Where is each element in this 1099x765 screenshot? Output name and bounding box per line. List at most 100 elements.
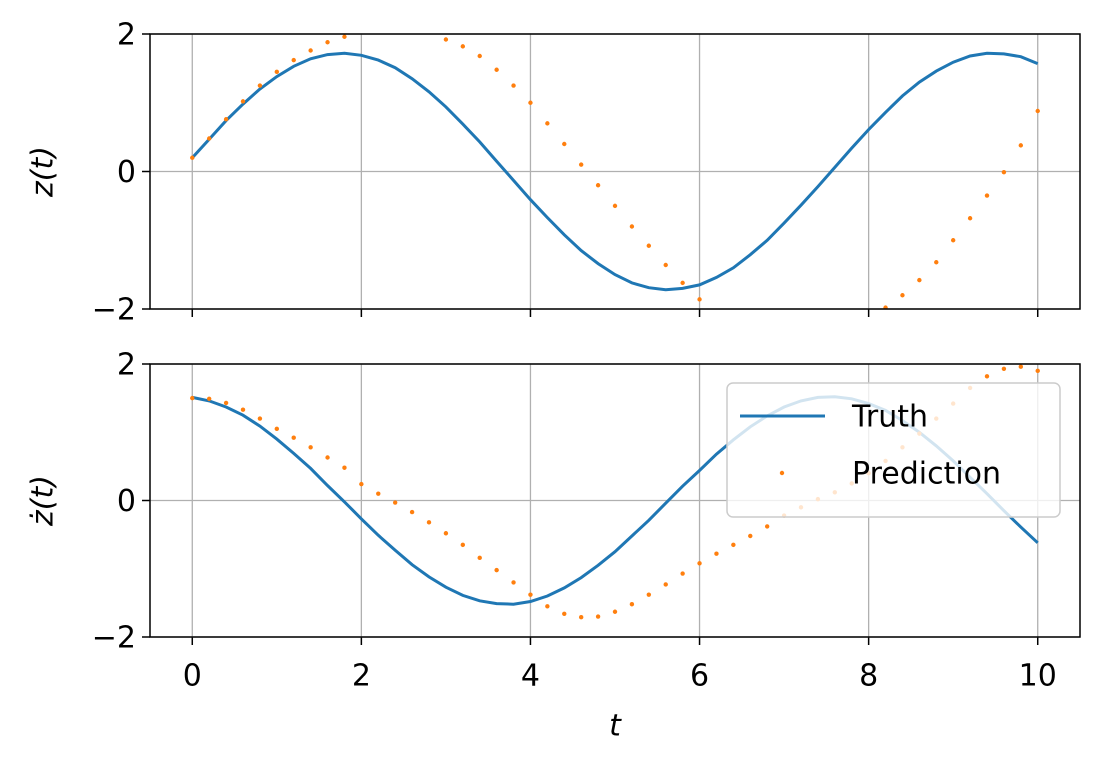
prediction-dot xyxy=(291,57,296,63)
prediction-dot xyxy=(900,293,905,298)
prediction-dot xyxy=(697,297,702,302)
prediction-dot xyxy=(223,117,229,122)
prediction-dot xyxy=(950,238,956,243)
prediction-dot xyxy=(578,162,584,167)
prediction-dot xyxy=(595,614,601,619)
prediction-dot xyxy=(528,592,533,597)
prediction-dot xyxy=(934,260,939,265)
prediction-dot xyxy=(595,183,601,188)
axes-frame xyxy=(149,363,1081,638)
prediction-dot xyxy=(494,567,499,573)
prediction-dot xyxy=(562,141,567,147)
prediction-dot xyxy=(764,524,770,529)
prediction-dot xyxy=(240,407,246,412)
prediction-dot xyxy=(697,561,702,566)
prediction-dot xyxy=(629,602,635,607)
prediction-dot xyxy=(240,99,246,104)
prediction-dot xyxy=(477,555,482,561)
x-tick-label: 8 xyxy=(859,659,878,694)
prediction-dot xyxy=(206,396,212,402)
y-tick-label: −2 xyxy=(92,621,136,656)
prediction-dot xyxy=(629,224,635,229)
prediction-dot xyxy=(342,465,347,470)
prediction-dot xyxy=(494,67,499,72)
prediction-dot xyxy=(748,533,753,539)
prediction-dot xyxy=(967,216,973,221)
x-tick-label: 2 xyxy=(352,659,371,694)
prediction-dot xyxy=(1018,143,1024,148)
prediction-dot xyxy=(612,203,618,209)
prediction-dot xyxy=(257,416,263,421)
prediction-dot xyxy=(206,136,212,141)
prediction-dot xyxy=(460,44,466,49)
prediction-dot xyxy=(1035,108,1040,114)
prediction-dot xyxy=(917,277,922,283)
prediction-dot xyxy=(680,280,685,286)
prediction-dot xyxy=(257,83,263,88)
prediction-dot xyxy=(325,40,330,45)
y-tick-label: 0 xyxy=(117,484,136,519)
prediction-dot xyxy=(984,374,990,379)
prediction-dot xyxy=(325,455,330,460)
prediction-dot xyxy=(646,243,652,248)
prediction-dot xyxy=(511,580,516,585)
prediction-dot xyxy=(426,520,432,525)
prediction-dot xyxy=(223,400,229,406)
y-axis-label: z(t) xyxy=(26,146,61,198)
prediction-dot xyxy=(663,582,668,587)
y-tick-label: 2 xyxy=(117,18,136,53)
x-axis-label: t xyxy=(609,709,622,744)
plot-area xyxy=(190,34,1040,309)
y-tick-label: −2 xyxy=(92,293,136,328)
prediction-dot xyxy=(342,34,347,39)
prediction-dot xyxy=(1035,368,1040,374)
y-tick-label: 2 xyxy=(117,348,136,383)
truth-line xyxy=(191,51,1039,292)
prediction-dot xyxy=(190,155,195,160)
subplot: −2 0 2 z(t) xyxy=(26,18,1081,328)
prediction-dot xyxy=(646,592,652,597)
prediction-dot xyxy=(190,395,195,401)
y-axis-label: ż(t) xyxy=(26,475,61,527)
prediction-dot xyxy=(409,509,415,515)
prediction-dot xyxy=(883,305,888,309)
prediction-dot xyxy=(392,500,398,505)
prediction-dot xyxy=(376,491,381,496)
prediction-dot xyxy=(359,481,364,487)
prediction-dot xyxy=(1001,169,1007,175)
legend-label: Truth xyxy=(851,400,928,435)
prediction-dot xyxy=(731,542,736,548)
prediction-dot xyxy=(984,193,990,198)
prediction-dot xyxy=(443,37,449,42)
prediction-dot xyxy=(545,604,550,609)
prediction-dot xyxy=(528,100,533,105)
prediction-dot xyxy=(511,83,516,88)
prediction-dot xyxy=(562,611,567,616)
prediction-dot xyxy=(274,69,280,75)
x-tick-label: 4 xyxy=(521,659,540,694)
prediction-dot xyxy=(1018,364,1024,369)
prediction-dot xyxy=(545,121,550,126)
prediction-dot xyxy=(663,262,668,268)
prediction-dot xyxy=(714,551,719,556)
prediction-dot xyxy=(443,531,449,536)
prediction-dot xyxy=(308,445,313,450)
y-tick-label: 0 xyxy=(117,155,136,190)
x-tick-label: 0 xyxy=(183,659,202,694)
prediction-dot xyxy=(477,53,482,59)
legend: Truth Prediction xyxy=(726,382,1061,518)
x-tick-label: 6 xyxy=(690,659,709,694)
prediction-dot xyxy=(291,435,296,440)
prediction-dot xyxy=(680,571,685,576)
prediction-dot xyxy=(1001,366,1007,371)
prediction-dot xyxy=(274,426,280,432)
subplot: 0 2 4 6 8 10 −2 0 2 ż(t) t Truth Prediction xyxy=(26,348,1081,744)
prediction-dot xyxy=(308,48,313,53)
x-tick-label: 10 xyxy=(1019,659,1057,694)
legend-swatch xyxy=(779,470,785,476)
prediction-dot xyxy=(460,542,466,548)
legend-label: Prediction xyxy=(852,457,1001,492)
prediction-dot xyxy=(612,609,618,614)
axes-frame xyxy=(149,33,1081,310)
